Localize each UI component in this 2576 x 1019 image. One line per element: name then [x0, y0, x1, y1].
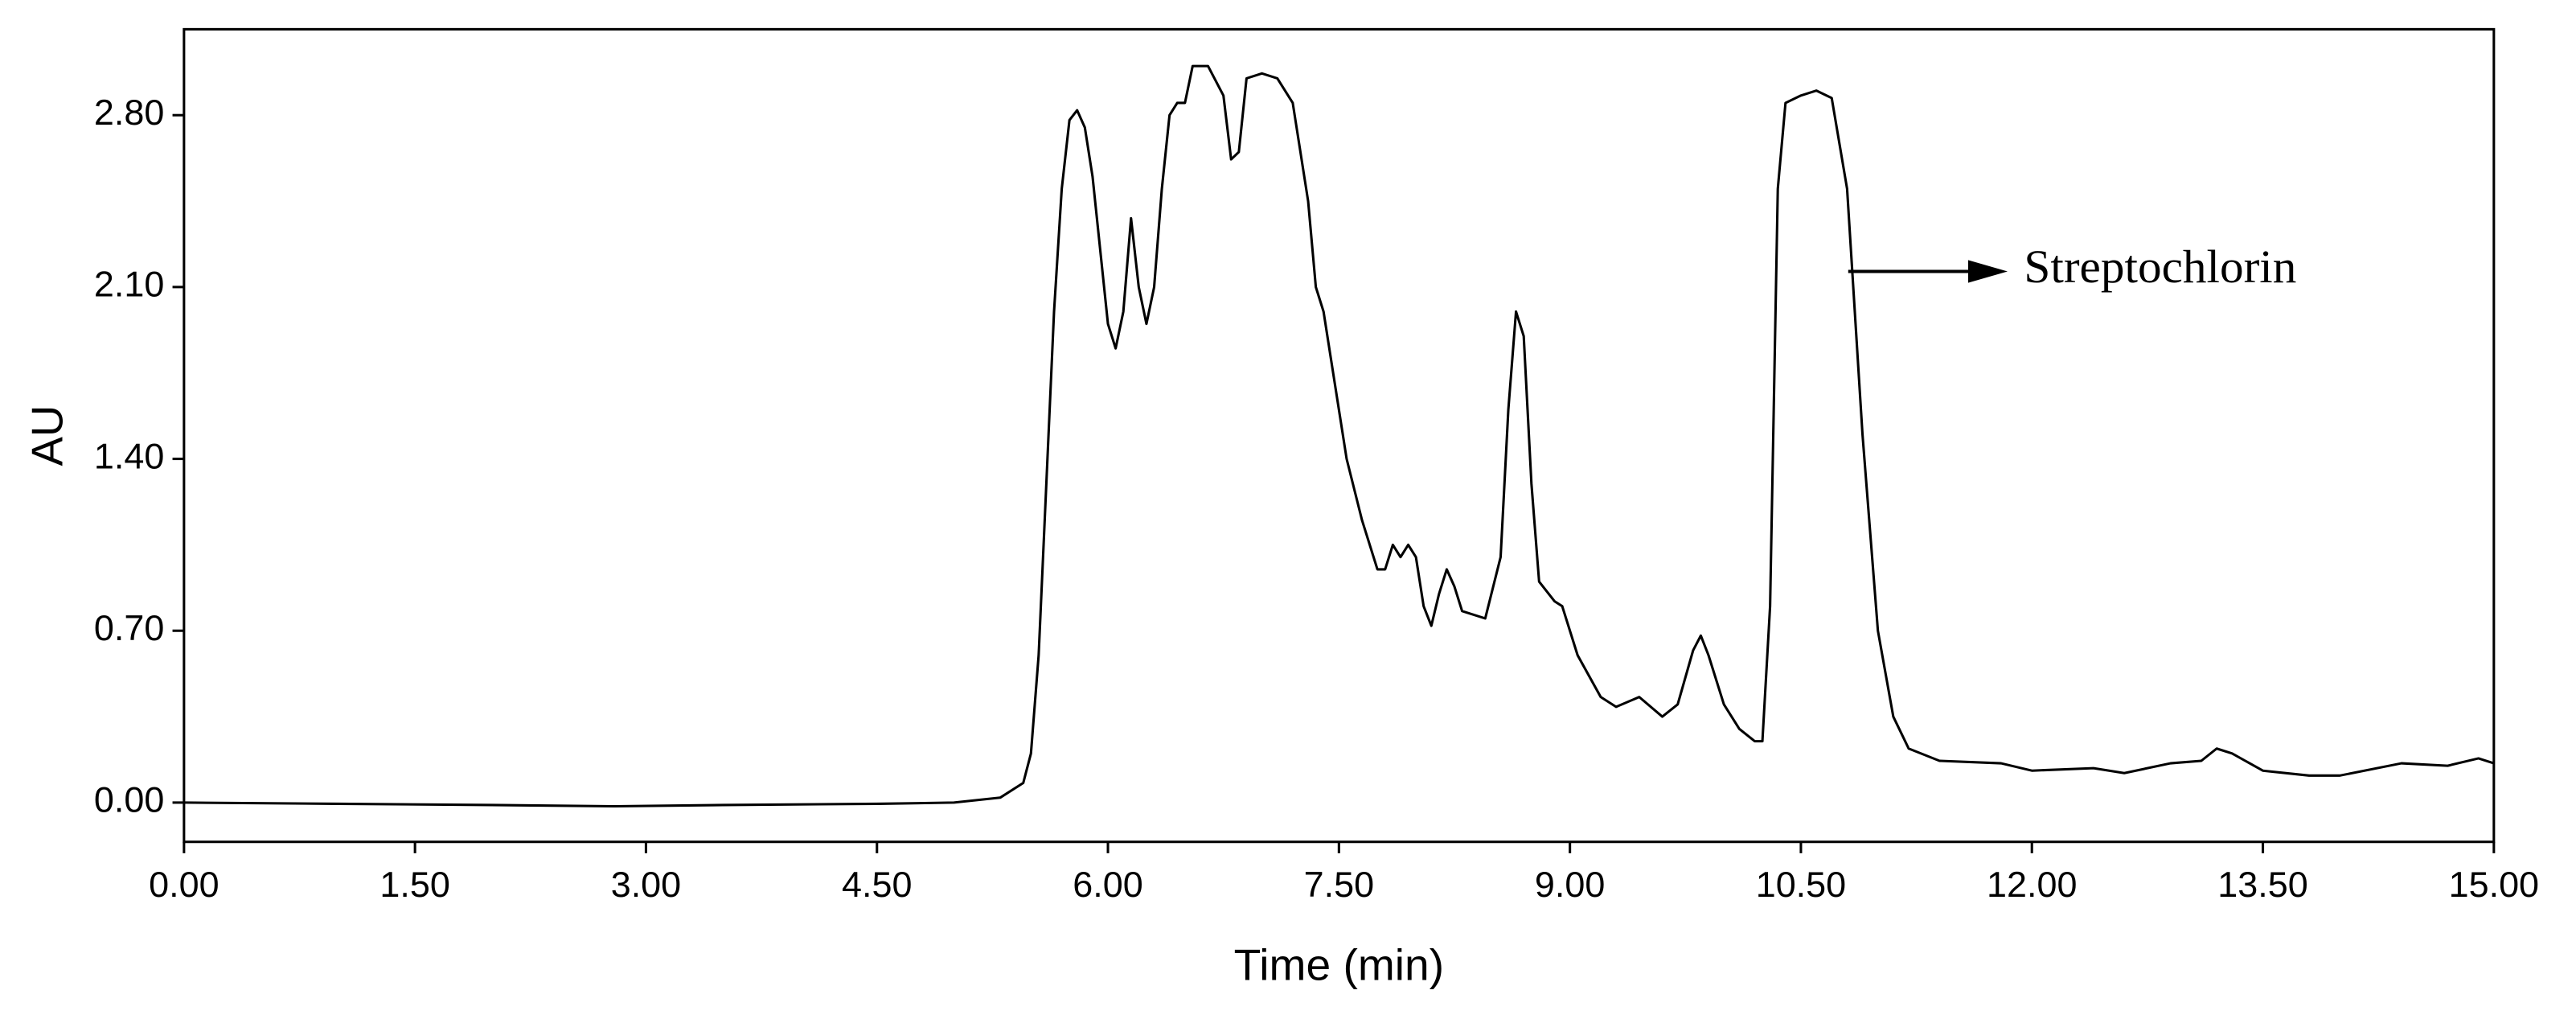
x-tick-label: 13.50: [2217, 865, 2307, 905]
x-tick-label: 0.00: [149, 865, 219, 905]
x-axis-label: Time (min): [1234, 940, 1444, 990]
x-tick-label: 12.00: [1987, 865, 2077, 905]
plot-frame: [183, 27, 2496, 844]
x-tick-label: 3.00: [611, 865, 681, 905]
x-tick-label: 4.50: [842, 865, 912, 905]
y-tick-label: 2.10: [94, 265, 164, 305]
y-axis-label: AU: [22, 405, 72, 466]
annotation: Streptochlorin: [2024, 240, 2296, 293]
x-tick-label: 15.00: [2449, 865, 2539, 905]
x-tick-label: 6.00: [1073, 865, 1142, 905]
annotation-arrowhead: [1967, 260, 2008, 283]
y-tick-label: 0.70: [94, 609, 164, 648]
x-tick-label: 9.00: [1535, 865, 1605, 905]
y-tick-label: 0.00: [94, 781, 164, 820]
trace-line: [183, 64, 2495, 808]
y-tick-label: 2.80: [94, 93, 164, 133]
x-tick-label: 1.50: [379, 865, 449, 905]
x-tick-label: 7.50: [1304, 865, 1374, 905]
y-tick-label: 1.40: [94, 438, 164, 477]
x-tick-label: 10.50: [1756, 865, 1846, 905]
